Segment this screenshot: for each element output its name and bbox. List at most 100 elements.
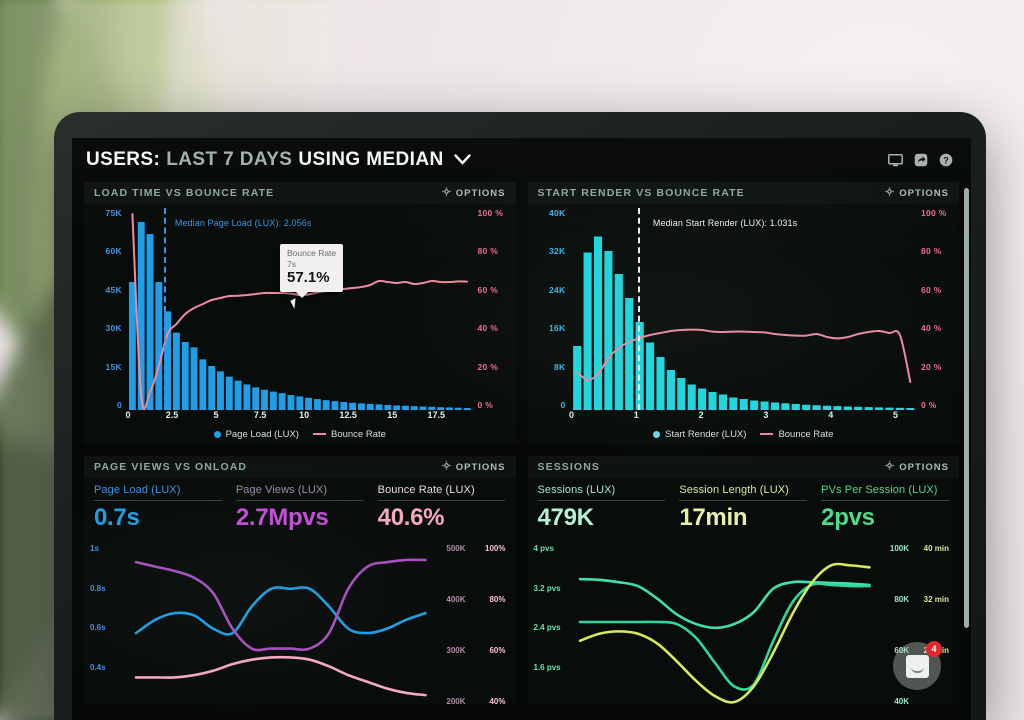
chevron-down-icon[interactable]: [453, 149, 471, 171]
y-axis-left: 4 pvs 3.2 pvs 2.4 pvs 1.6 pvs: [534, 544, 576, 702]
stat-label: Session Length (LUX): [679, 484, 789, 496]
y2-tick: 60%: [489, 646, 506, 655]
y-axis-right: 100 % 80 % 60 % 40 % 20 % 0 %: [921, 208, 955, 410]
panel-header: START RENDER VS BOUNCE RATE OPTIONS: [527, 182, 959, 204]
options-label: OPTIONS: [899, 187, 949, 199]
plot-region[interactable]: [572, 208, 916, 410]
plot-region[interactable]: [128, 208, 472, 410]
chat-widget-button[interactable]: 4: [893, 641, 942, 690]
plot-region[interactable]: [580, 540, 870, 704]
page-scrollbar[interactable]: [964, 188, 969, 628]
y2-tick: 80 %: [921, 246, 942, 257]
monitor-icon[interactable]: [888, 153, 903, 167]
tooltip-sub: 7s: [287, 258, 296, 269]
title-suffix[interactable]: USING MEDIAN: [298, 149, 444, 170]
panel-header: LOAD TIME VS BOUNCE RATE OPTIONS: [84, 182, 516, 204]
stat-page-views[interactable]: Page Views (LUX) 2.7Mpvs: [235, 478, 364, 540]
y-tick: 40K: [549, 208, 566, 218]
options-button[interactable]: OPTIONS: [442, 461, 506, 473]
y-axis-left: 1s 0.8s 0.6s 0.4s: [90, 544, 132, 702]
chart-area: 75K 60K 45K 30K 15K 0 100 % 80 % 60 % 40…: [84, 204, 516, 444]
y-tick: 24K: [549, 284, 566, 295]
y-tick: 2.4 pvs: [533, 623, 561, 632]
options-button[interactable]: OPTIONS: [885, 461, 949, 473]
legend-label: Bounce Rate: [330, 428, 386, 440]
stat-label: Sessions (LUX): [537, 484, 616, 496]
stat-sessions[interactable]: Sessions (LUX) 479K: [537, 478, 666, 540]
legend-dot-icon: [213, 430, 221, 438]
options-button[interactable]: OPTIONS: [885, 187, 949, 199]
y-tick: 100K: [889, 544, 909, 553]
x-tick: 5: [893, 410, 899, 420]
mini-chart-area: 1s 0.8s 0.6s 0.4s 500K 100% 400K 80% 300K 6…: [84, 540, 516, 706]
legend-item[interactable]: Page Load (LUX): [213, 428, 299, 440]
legend-item[interactable]: Start Render (LUX): [653, 429, 746, 440]
x-tick: 3: [763, 410, 769, 420]
title-range[interactable]: LAST 7 DAYS: [166, 149, 293, 170]
y2-tick: 32 min: [923, 595, 949, 604]
y-tick: 0.8s: [90, 583, 106, 593]
y2-tick: 20 %: [477, 361, 499, 372]
mini-chart-area: 4 pvs 3.2 pvs 2.4 pvs 1.6 pvs 100K 40 min…: [528, 540, 960, 706]
x-tick: 2: [698, 410, 704, 420]
stat-pvs-per-session[interactable]: PVs Per Session (LUX) 2pvs: [821, 478, 949, 540]
y-tick: 45K: [105, 284, 122, 295]
y2-tick: 100%: [485, 544, 506, 553]
share-icon[interactable]: [914, 153, 928, 167]
dashboard-screen: USERS: LAST 7 DAYS USING MEDIAN ?: [72, 138, 971, 720]
svg-text:?: ?: [943, 155, 949, 165]
x-tick: 10: [299, 410, 310, 420]
plot-region[interactable]: [136, 540, 426, 704]
y2-tick: 100 %: [477, 208, 504, 218]
gear-icon: [442, 461, 451, 473]
legend-label: Page Load (LUX): [225, 428, 299, 440]
panel-load-time-vs-bounce-rate: LOAD TIME VS BOUNCE RATE OPTIONS 75K 60K: [84, 182, 516, 444]
panel-start-render-vs-bounce-rate: START RENDER VS BOUNCE RATE OPTIONS 40K …: [527, 182, 960, 444]
stat-value: 40.6%: [377, 504, 445, 531]
stat-label: Page Views (LUX): [235, 484, 328, 496]
y2-tick: 40 min: [923, 544, 949, 553]
x-tick: 5: [213, 410, 219, 420]
stat-bounce-rate[interactable]: Bounce Rate (LUX) 40.6%: [377, 478, 506, 540]
options-button[interactable]: OPTIONS: [442, 187, 506, 199]
y-tick: 75K: [105, 208, 122, 218]
app-header: USERS: LAST 7 DAYS USING MEDIAN ?: [72, 138, 971, 182]
y-tick: 0.6s: [90, 623, 106, 632]
y2-tick: 60 %: [921, 284, 942, 295]
y2-tick: 0 %: [921, 399, 937, 410]
x-tick: 0: [568, 410, 575, 420]
x-tick: 0: [125, 410, 131, 420]
y2-tick: [917, 697, 949, 720]
legend-label: Bounce Rate: [778, 428, 834, 440]
panel-header: PAGE VIEWS VS ONLOAD OPTIONS: [84, 456, 516, 478]
y-tick: 8K: [554, 361, 566, 372]
options-label: OPTIONS: [899, 461, 949, 473]
stat-row: Page Load (LUX) 0.7s Page Views (LUX) 2.…: [84, 478, 516, 540]
legend-label: Start Render (LUX): [665, 428, 747, 440]
panel-title: START RENDER VS BOUNCE RATE: [537, 187, 745, 199]
y2-tick: 40 %: [921, 323, 942, 334]
stat-session-length[interactable]: Session Length (LUX) 17min: [679, 478, 808, 540]
x-tick: 7.5: [253, 410, 267, 420]
y-tick: 0: [116, 399, 122, 410]
gear-icon: [442, 187, 451, 199]
median-annotation: Median Page Load (LUX): 2.056s: [174, 218, 312, 228]
y2-tick: 0 %: [477, 399, 494, 410]
x-tick: 17.5: [427, 410, 446, 420]
y2-tick: 100 %: [921, 208, 947, 218]
x-tick: 2.5: [165, 410, 179, 420]
y-tick: 16K: [549, 323, 566, 334]
y-tick: 60K: [894, 646, 909, 655]
chat-badge: 4: [926, 641, 942, 657]
y-tick: 200K: [446, 697, 466, 706]
chart-area: 40K 32K 24K 16K 8K 0 100 % 80 % 60 % 40 …: [528, 204, 960, 444]
legend-item[interactable]: Bounce Rate: [312, 428, 386, 440]
y-axis-left: 40K 32K 24K 16K 8K 0: [532, 208, 566, 410]
panel-grid: LOAD TIME VS BOUNCE RATE OPTIONS 75K 60K: [72, 182, 971, 720]
y-tick: 60K: [105, 246, 122, 257]
stat-page-load[interactable]: Page Load (LUX) 0.7s: [94, 478, 222, 540]
median-annotation: Median Start Render (LUX): 1.031s: [652, 218, 798, 228]
help-icon[interactable]: ?: [939, 153, 953, 167]
legend-item[interactable]: Bounce Rate: [760, 429, 833, 440]
y-tick: 40K: [894, 697, 909, 706]
